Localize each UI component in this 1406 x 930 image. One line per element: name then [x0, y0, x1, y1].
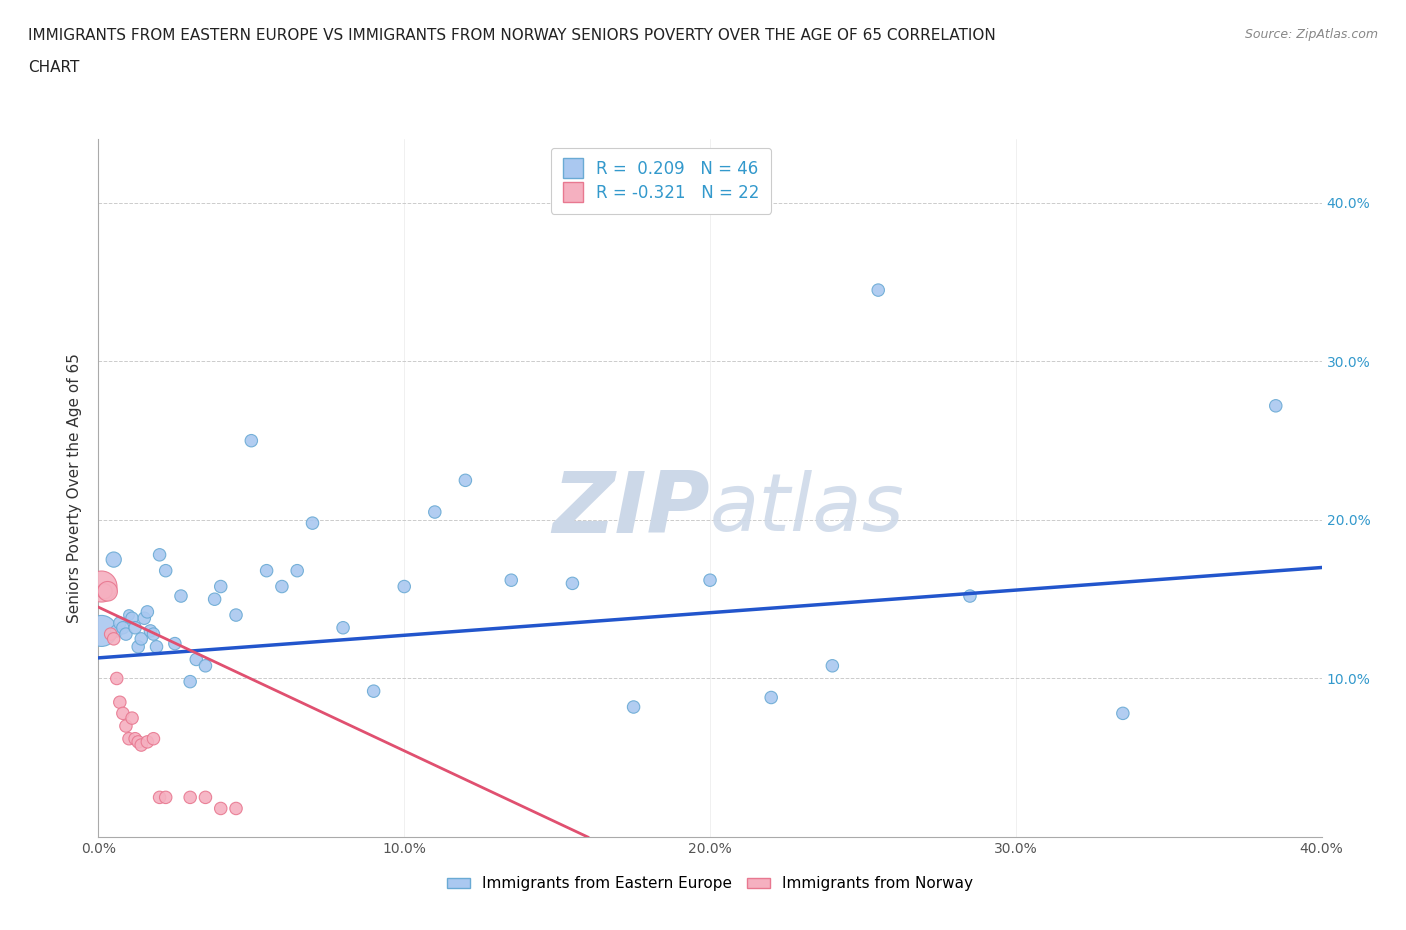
- Point: [103, 631, 125, 646]
- Point: [149, 790, 172, 804]
- Point: [285, 564, 308, 578]
- Point: [163, 636, 186, 651]
- Point: [204, 591, 226, 606]
- Point: [121, 711, 143, 725]
- Point: [186, 652, 208, 667]
- Point: [179, 674, 201, 689]
- Point: [561, 576, 583, 591]
- Point: [699, 573, 721, 588]
- Point: [363, 684, 385, 698]
- Point: [454, 472, 477, 487]
- Y-axis label: Seniors Poverty Over the Age of 65: Seniors Poverty Over the Age of 65: [67, 353, 83, 623]
- Point: [134, 611, 156, 626]
- Point: [155, 564, 177, 578]
- Point: [301, 515, 323, 530]
- Point: [90, 579, 112, 594]
- Point: [209, 801, 232, 816]
- Point: [100, 627, 122, 642]
- Point: [136, 735, 159, 750]
- Point: [129, 737, 152, 752]
- Point: [209, 579, 232, 594]
- Point: [179, 790, 201, 804]
- Point: [139, 623, 162, 638]
- Point: [240, 433, 263, 448]
- Point: [105, 671, 128, 686]
- Point: [145, 639, 167, 654]
- Point: [111, 620, 134, 635]
- Point: [392, 579, 416, 594]
- Point: [170, 589, 193, 604]
- Point: [124, 731, 146, 746]
- Point: [115, 627, 138, 642]
- Point: [124, 620, 146, 635]
- Point: [759, 690, 782, 705]
- Point: [868, 283, 890, 298]
- Text: IMMIGRANTS FROM EASTERN EUROPE VS IMMIGRANTS FROM NORWAY SENIORS POVERTY OVER TH: IMMIGRANTS FROM EASTERN EUROPE VS IMMIGR…: [28, 28, 995, 43]
- Point: [1264, 398, 1286, 413]
- Point: [270, 579, 292, 594]
- Point: [97, 584, 120, 599]
- Point: [423, 505, 446, 520]
- Point: [93, 584, 115, 599]
- Point: [105, 623, 128, 638]
- Point: [142, 731, 165, 746]
- Point: [127, 639, 149, 654]
- Text: atlas: atlas: [710, 471, 905, 548]
- Point: [194, 790, 217, 804]
- Point: [142, 627, 165, 642]
- Point: [225, 801, 247, 816]
- Point: [155, 790, 177, 804]
- Point: [108, 616, 131, 631]
- Point: [256, 564, 278, 578]
- Legend: R =  0.209   N = 46, R = -0.321   N = 22: R = 0.209 N = 46, R = -0.321 N = 22: [551, 148, 770, 214]
- Point: [623, 699, 645, 714]
- Point: [111, 706, 134, 721]
- Point: [225, 607, 247, 622]
- Text: Source: ZipAtlas.com: Source: ZipAtlas.com: [1244, 28, 1378, 41]
- Point: [129, 631, 152, 646]
- Point: [136, 604, 159, 619]
- Point: [149, 548, 172, 563]
- Point: [194, 658, 217, 673]
- Text: CHART: CHART: [28, 60, 80, 75]
- Point: [115, 719, 138, 734]
- Point: [118, 607, 141, 622]
- Point: [121, 611, 143, 626]
- Point: [821, 658, 844, 673]
- Point: [501, 573, 523, 588]
- Point: [90, 623, 112, 638]
- Point: [959, 589, 981, 604]
- Point: [332, 620, 354, 635]
- Text: ZIP: ZIP: [553, 468, 710, 551]
- Point: [118, 731, 141, 746]
- Point: [108, 695, 131, 710]
- Point: [127, 735, 149, 750]
- Point: [1112, 706, 1135, 721]
- Point: [103, 552, 125, 567]
